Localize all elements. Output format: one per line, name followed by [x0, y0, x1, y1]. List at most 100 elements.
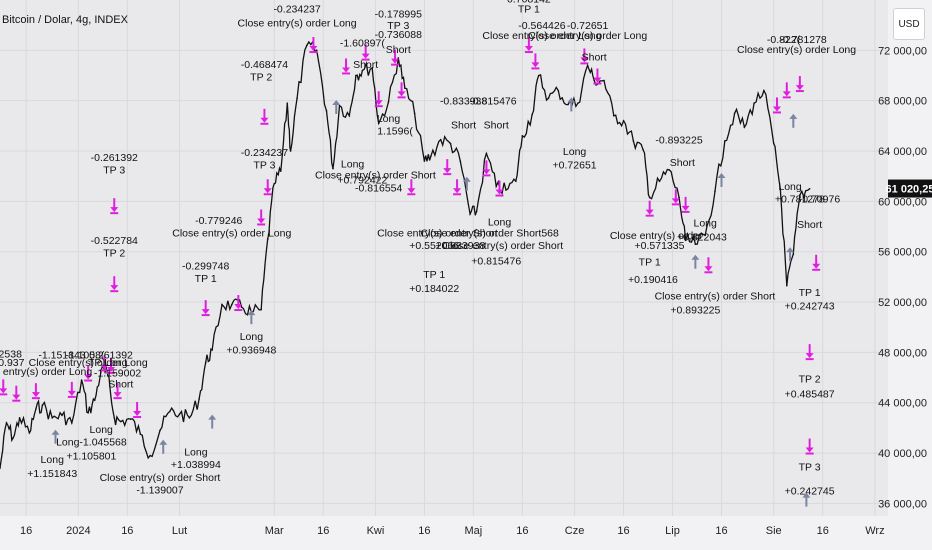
trade-annotation: Long [563, 146, 587, 158]
trade-annotation: Close entry(s) order Short [377, 228, 498, 240]
trade-annotation: TP 3 [799, 462, 821, 474]
price-point [387, 101, 390, 103]
trade-annotation: +0.792422 [337, 175, 387, 187]
price-point [785, 284, 788, 287]
trade-annotation: Long [240, 331, 264, 343]
plot-area[interactable] [0, 0, 888, 516]
short-arrow-icon [100, 355, 109, 372]
price-point [430, 155, 432, 157]
short-arrow-icon [482, 160, 491, 177]
price-point [577, 102, 579, 104]
trade-annotation: Close entry(s) order Short [315, 170, 436, 182]
price-point [678, 196, 680, 199]
x-tick-label: Lut [172, 525, 187, 537]
trade-annotation: -1.60897( [340, 38, 385, 50]
price-point [361, 69, 364, 72]
price-point [106, 374, 109, 376]
long-arrow-icon [159, 439, 168, 454]
price-point [694, 243, 697, 245]
trade-annotation: TP 1 [423, 269, 445, 281]
trade-annotation: +0.815476 [471, 255, 521, 267]
price-point [799, 194, 801, 196]
price-point [515, 180, 517, 183]
trade-annotation: TP 1 [799, 287, 821, 299]
time-axis-area[interactable] [0, 516, 888, 550]
trade-annotation: TP 3 [103, 165, 125, 177]
trade-annotation: Short [484, 119, 509, 131]
trade-annotation: Long-1.045568 [56, 437, 127, 449]
price-point [198, 398, 200, 400]
trade-annotation: +0.72651 [553, 160, 597, 172]
short-arrow-icon [110, 276, 119, 293]
trade-annotation: 1.1596( [377, 126, 413, 138]
trade-annotation: Close entry(s) order Short [442, 240, 563, 252]
price-point [0, 467, 1, 469]
trade-annotation: Long [693, 218, 717, 230]
price-point [18, 417, 21, 419]
x-tick-label: 16 [20, 525, 32, 537]
price-point [221, 303, 223, 306]
x-tick-label: Cze [565, 525, 585, 537]
trade-annotation: Close entry(s) order Short568 [421, 228, 559, 240]
price-point [603, 79, 605, 82]
trade-annotation: -0.234237 [241, 147, 288, 159]
short-arrow-icon [812, 254, 821, 271]
price-point [273, 182, 276, 185]
y-tick-label: 72 000,00 [878, 45, 927, 57]
price-point [12, 437, 14, 439]
price-point [547, 97, 550, 99]
price-axis-area[interactable] [888, 0, 932, 550]
trade-annotation: +0.190416 [628, 274, 678, 286]
short-arrow-icon [453, 179, 462, 196]
price-point [71, 422, 73, 424]
trade-annotation: TP 1 [195, 273, 217, 285]
price-point [475, 210, 478, 213]
trade-annotation: Long [778, 181, 802, 193]
price-point [61, 414, 63, 417]
long-arrow-icon [567, 97, 576, 112]
short-arrow-icon [12, 385, 21, 402]
short-arrow-icon [671, 189, 680, 206]
trade-annotation: TP Long [88, 357, 128, 369]
long-arrow-icon [789, 113, 798, 128]
trade-annotation: Close entry(s) order Long [528, 30, 647, 42]
price-point [612, 114, 615, 117]
trade-annotation: -0.893225 [655, 134, 702, 146]
price-point [35, 408, 37, 410]
x-tick-label: Maj [465, 525, 483, 537]
price-point [240, 306, 243, 308]
trade-annotation: -0.833938 [440, 95, 487, 107]
trade-annotation: +0.781278 [775, 194, 825, 206]
trade-annotation: +0.571335 [635, 240, 685, 252]
trade-annotation: +1.038994 [171, 459, 221, 471]
trade-annotation: -0.779246 [195, 215, 242, 227]
short-arrow-icon [107, 357, 115, 374]
currency-button[interactable]: USD [893, 8, 925, 40]
x-tick-label: 16 [516, 525, 528, 537]
price-point [505, 189, 507, 191]
x-axis-ticks: 16 2024 16 Lut Mar 16 Kwi 16 Maj 16 Cze 16 Lip 16 Sie 1… [20, 525, 885, 537]
short-arrow-icon [593, 68, 602, 85]
short-arrow-icon [133, 402, 142, 419]
price-point [632, 140, 635, 142]
trade-annotation: -1.139007 [136, 484, 183, 496]
long-arrow-icon [332, 99, 341, 114]
trade-annotation: -1.159002 [94, 367, 141, 379]
price-point [495, 185, 498, 188]
price-point [28, 432, 31, 434]
long-arrow-icon [786, 247, 795, 262]
price-point [286, 102, 289, 104]
trade-annotation: TP 2 [103, 248, 125, 260]
price-point [733, 112, 736, 115]
trade-annotation: Short [451, 119, 476, 131]
price-point [80, 379, 83, 381]
trade-annotation: +0.485487 [785, 389, 835, 401]
price-point [449, 142, 452, 145]
long-arrow-icon [247, 310, 256, 325]
price-point [41, 404, 44, 407]
trade-annotation: -0.178995 [375, 9, 422, 21]
price-point [439, 138, 442, 141]
trade-annotation: Close entry(s) order Long [29, 357, 148, 369]
price-point [168, 410, 171, 413]
